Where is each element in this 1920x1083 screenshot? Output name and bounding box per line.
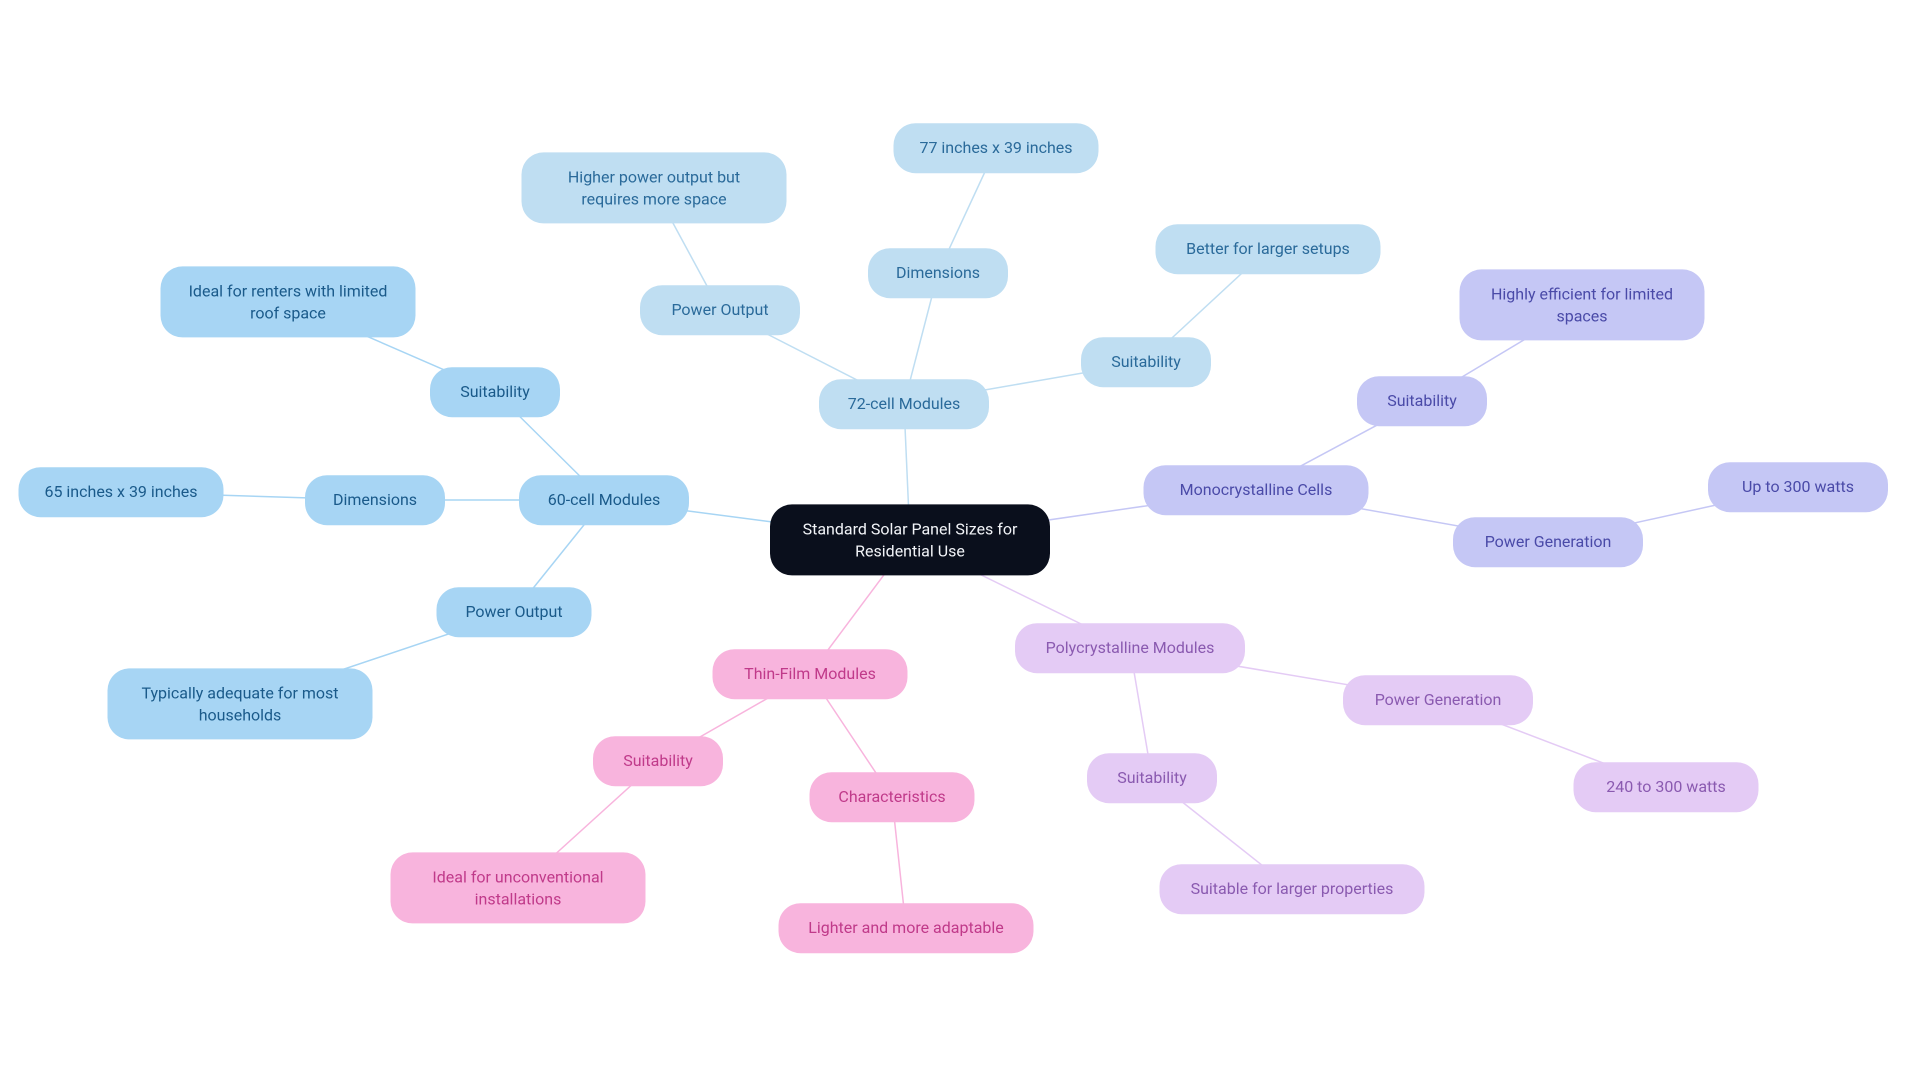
mindmap-node: 72-cell Modules bbox=[819, 379, 989, 429]
node-label: Suitability bbox=[1387, 390, 1457, 412]
mindmap-node: Thin-Film Modules bbox=[713, 649, 908, 699]
mindmap-node: Suitability bbox=[593, 736, 723, 786]
node-label: Up to 300 watts bbox=[1742, 476, 1854, 498]
mindmap-node: Better for larger setups bbox=[1156, 224, 1381, 274]
mindmap-node: Typically adequate for most households bbox=[108, 668, 373, 739]
node-label: Suitability bbox=[623, 750, 693, 772]
mindmap-node: Lighter and more adaptable bbox=[779, 903, 1034, 953]
mindmap-node: Dimensions bbox=[868, 248, 1008, 298]
node-label: Thin-Film Modules bbox=[744, 663, 876, 685]
mindmap-node: Power Generation bbox=[1343, 675, 1533, 725]
mindmap-node: Highly efficient for limited spaces bbox=[1460, 269, 1705, 340]
node-label: Suitable for larger properties bbox=[1191, 878, 1394, 900]
mindmap-node: Suitability bbox=[430, 367, 560, 417]
mindmap-node: Higher power output but requires more sp… bbox=[522, 152, 787, 223]
node-label: Highly efficient for limited spaces bbox=[1482, 283, 1683, 326]
mindmap-node: 77 inches x 39 inches bbox=[894, 123, 1099, 173]
node-label: Better for larger setups bbox=[1186, 238, 1350, 260]
node-label: Dimensions bbox=[333, 489, 417, 511]
mindmap-node: Suitability bbox=[1087, 753, 1217, 803]
node-label: Dimensions bbox=[896, 262, 980, 284]
mindmap-node: Monocrystalline Cells bbox=[1144, 465, 1369, 515]
node-label: 240 to 300 watts bbox=[1606, 776, 1726, 798]
mindmap-node: Up to 300 watts bbox=[1708, 462, 1888, 512]
mindmap-node: Ideal for unconventional installations bbox=[391, 852, 646, 923]
node-label: 77 inches x 39 inches bbox=[919, 137, 1072, 159]
mindmap-node: Suitability bbox=[1357, 376, 1487, 426]
mindmap-node: 65 inches x 39 inches bbox=[19, 467, 224, 517]
root-node: Standard Solar Panel Sizes for Residenti… bbox=[770, 504, 1050, 575]
mindmap-diagram: Standard Solar Panel Sizes for Residenti… bbox=[0, 0, 1920, 1083]
mindmap-node: Suitable for larger properties bbox=[1160, 864, 1425, 914]
mindmap-node: 240 to 300 watts bbox=[1574, 762, 1759, 812]
node-label: Suitability bbox=[460, 381, 530, 403]
mindmap-node: Power Generation bbox=[1453, 517, 1643, 567]
node-label: 72-cell Modules bbox=[848, 393, 961, 415]
mindmap-node: Characteristics bbox=[810, 772, 975, 822]
node-label: Higher power output but requires more sp… bbox=[544, 166, 765, 209]
node-label: Polycrystalline Modules bbox=[1046, 637, 1215, 659]
node-label: Power Output bbox=[671, 299, 768, 321]
node-label: 60-cell Modules bbox=[548, 489, 661, 511]
mindmap-node: Dimensions bbox=[305, 475, 445, 525]
node-label: Suitability bbox=[1117, 767, 1187, 789]
node-label: Monocrystalline Cells bbox=[1180, 479, 1333, 501]
mindmap-node: Suitability bbox=[1081, 337, 1211, 387]
node-label: Power Generation bbox=[1375, 689, 1502, 711]
mindmap-node: Ideal for renters with limited roof spac… bbox=[161, 266, 416, 337]
node-label: Suitability bbox=[1111, 351, 1181, 373]
node-label: 65 inches x 39 inches bbox=[44, 481, 197, 503]
mindmap-node: 60-cell Modules bbox=[519, 475, 689, 525]
mindmap-node: Power Output bbox=[437, 587, 592, 637]
node-label: Typically adequate for most households bbox=[130, 682, 351, 725]
node-label: Characteristics bbox=[838, 786, 945, 808]
node-label: Ideal for renters with limited roof spac… bbox=[183, 280, 394, 323]
node-label: Ideal for unconventional installations bbox=[413, 866, 624, 909]
node-label: Power Output bbox=[465, 601, 562, 623]
node-label: Lighter and more adaptable bbox=[808, 917, 1004, 939]
mindmap-node: Power Output bbox=[640, 285, 800, 335]
mindmap-node: Polycrystalline Modules bbox=[1015, 623, 1245, 673]
node-label: Power Generation bbox=[1485, 531, 1612, 553]
node-label: Standard Solar Panel Sizes for Residenti… bbox=[792, 518, 1028, 561]
